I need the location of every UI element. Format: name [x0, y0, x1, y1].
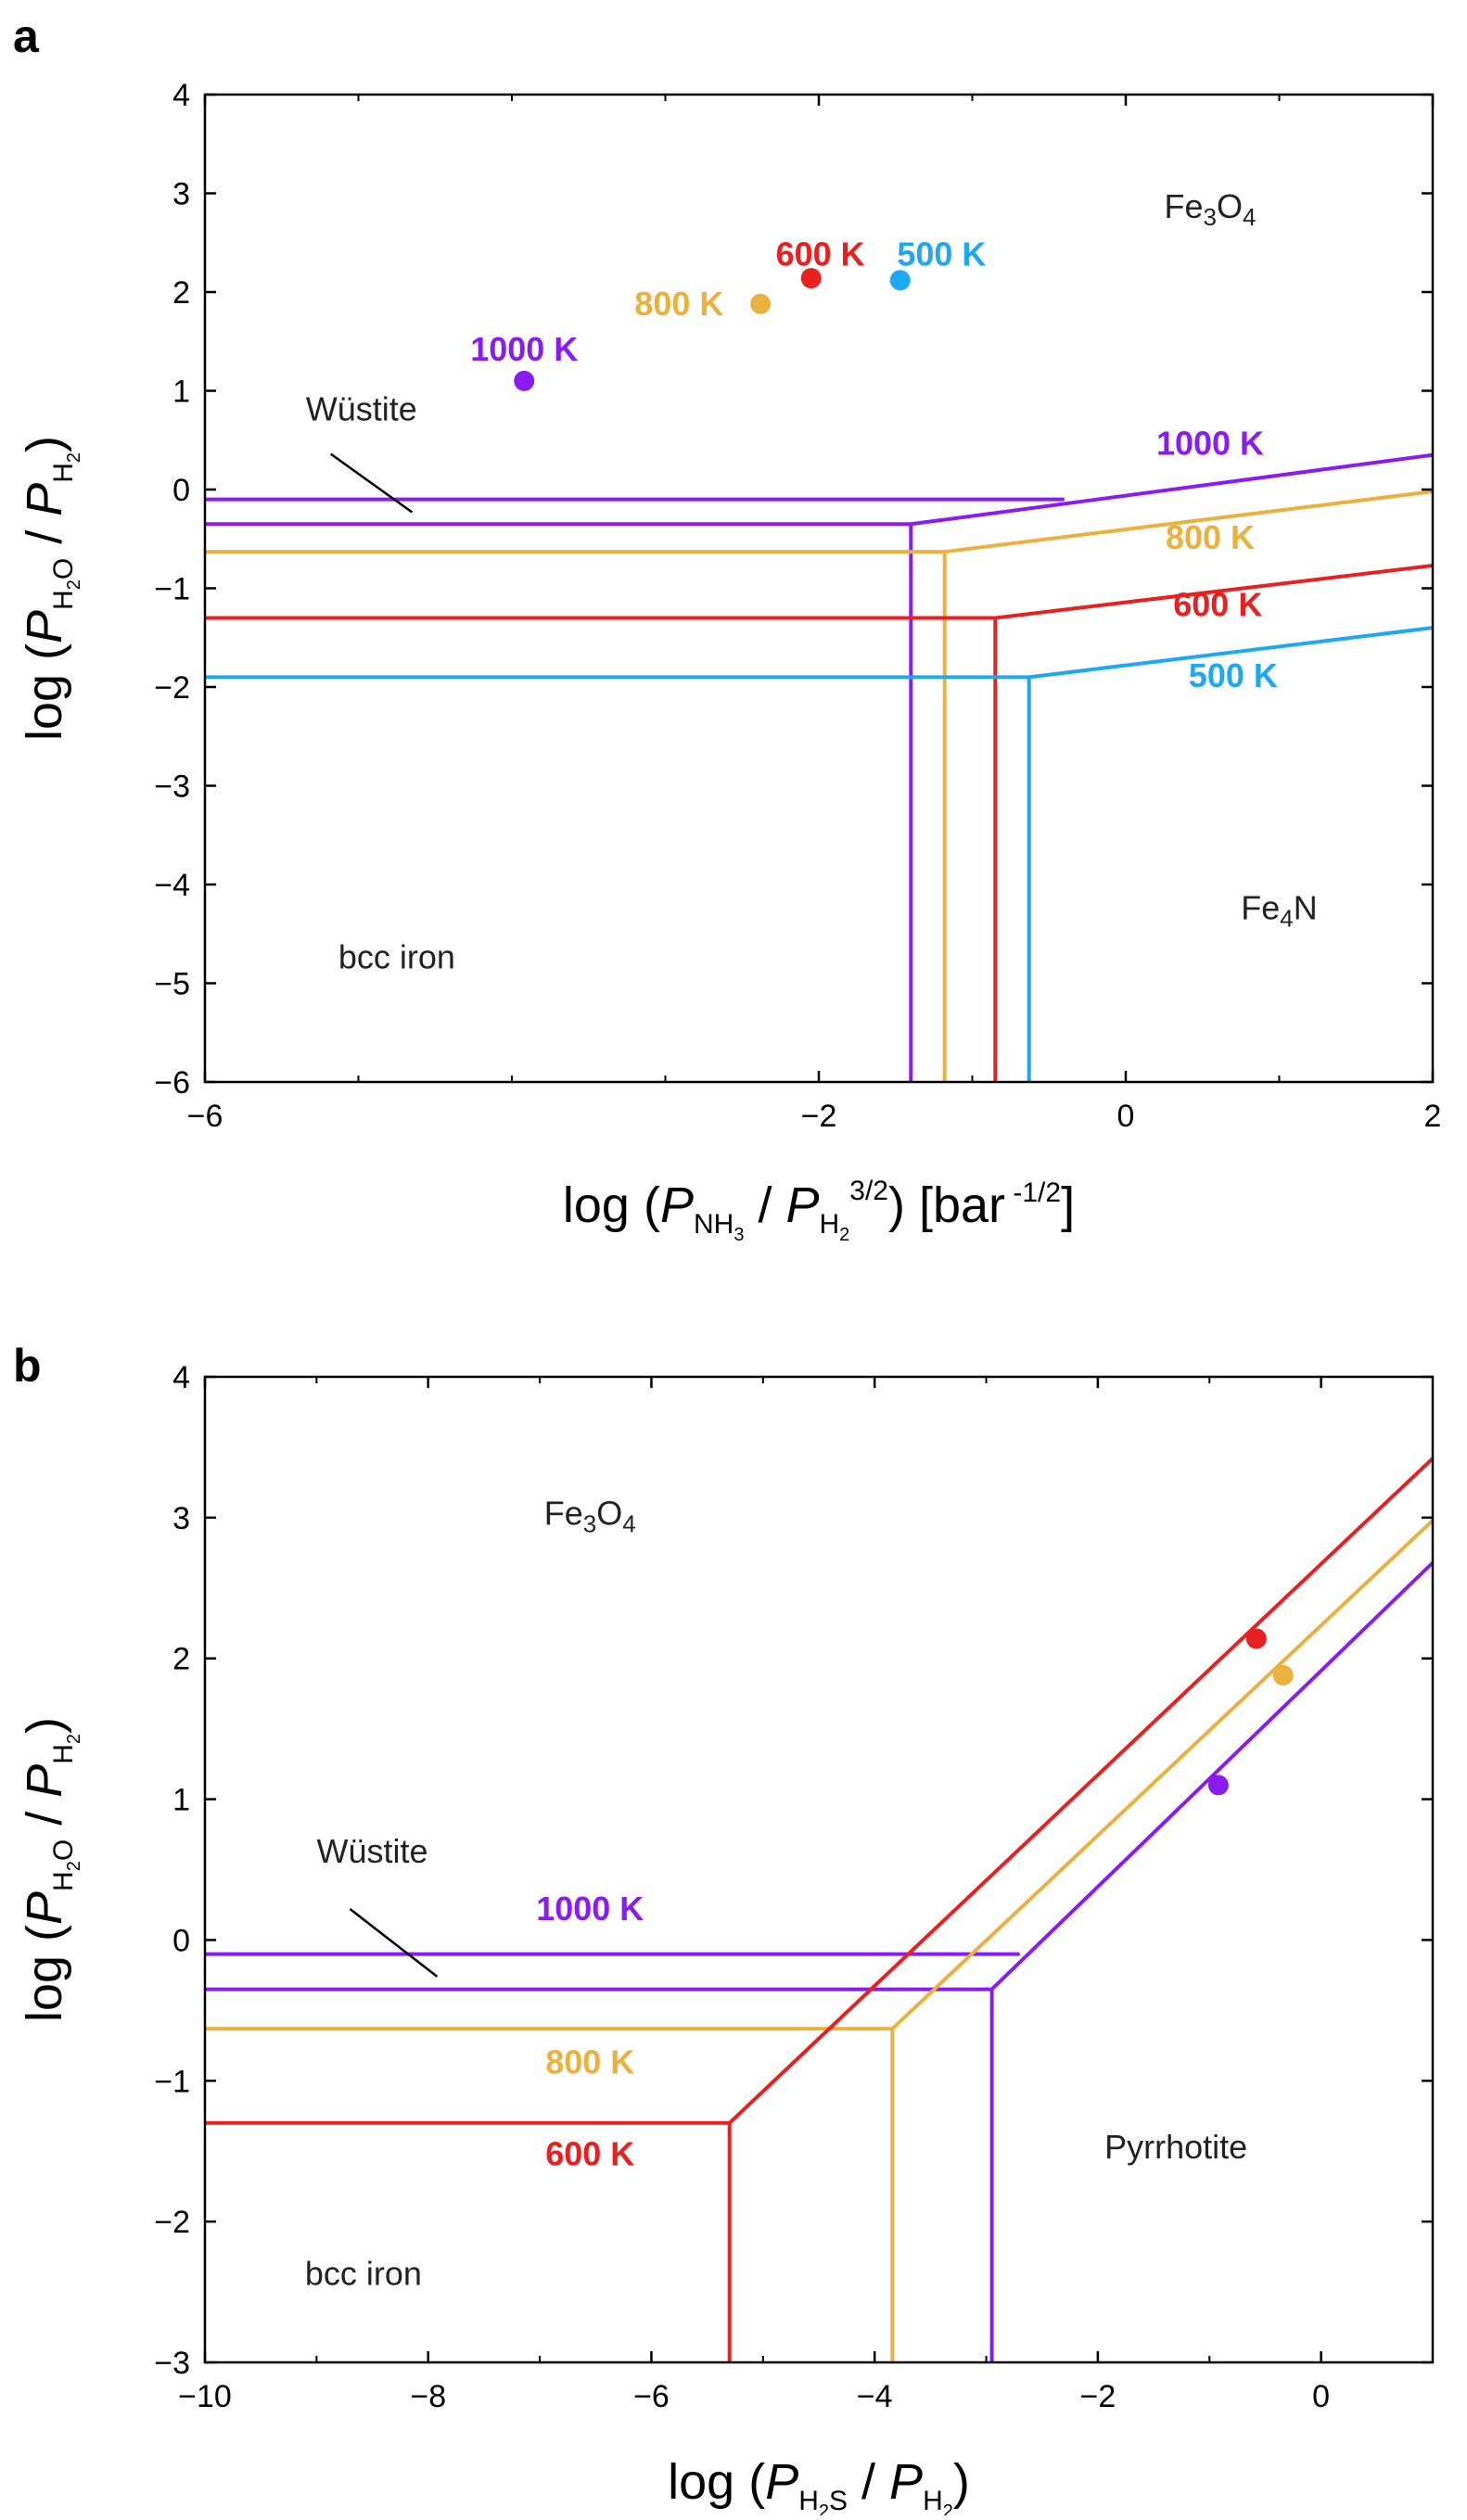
region-label-fe4n: Fe4N: [1241, 888, 1317, 932]
x-tick-label: −6: [187, 1099, 223, 1134]
x-tick-label: −2: [801, 1099, 837, 1134]
y-tick-label: 2: [172, 1642, 190, 1677]
x-axis: −10 −8 −6 −4 −2 0: [178, 1377, 1330, 2414]
y-tick-label: −2: [154, 2205, 190, 2240]
wustite-leader-line: [329, 452, 414, 514]
x-tick-label: −8: [410, 2379, 446, 2414]
region-label-pyrrhotite: Pyrrhotite: [1104, 2128, 1247, 2166]
series-600k: [205, 1457, 1433, 2362]
x-tick-label: −10: [178, 2379, 232, 2414]
x-axis: −6 −2 0 2: [187, 95, 1442, 1134]
phase-boundary-line: [727, 1457, 1433, 2362]
plot-area: [205, 1457, 1433, 2362]
data-point-600k: [1245, 1628, 1267, 1649]
axes-frame: [203, 1375, 1435, 2364]
y-tick-label: 0: [172, 1923, 190, 1958]
phase-boundary-line: [890, 1519, 1433, 2362]
wustite-label: Wüstite: [317, 1832, 428, 1870]
y-tick-label: 3: [172, 1501, 190, 1536]
y-tick-label: 1: [172, 1783, 190, 1818]
line-label-800k: 800 K: [1166, 518, 1255, 556]
chart-panel-a: a −6 −5 −4 −3 −2 −1 0 1 2 3 4 −6 −2 0 2 1000 K 800 K 600 K…: [13, 10, 1441, 1245]
region-label-bcc-iron: bcc iron: [338, 938, 455, 976]
y-tick-label: −5: [154, 967, 190, 1002]
y-tick-label: −3: [154, 770, 190, 805]
region-label-bcc-iron: bcc iron: [305, 2254, 422, 2292]
line-label-1000k: 1000 K: [1156, 425, 1264, 463]
panel-label: b: [13, 1340, 42, 1392]
data-point-800k: [1272, 1664, 1294, 1686]
series-600k: [205, 564, 1433, 1082]
data-point-800k: [750, 293, 772, 314]
phase-boundary-line: [942, 490, 1433, 1082]
point-label-500k: 500 K: [897, 235, 986, 274]
x-tick-label: 0: [1312, 2379, 1330, 2414]
y-tick-label: −1: [154, 2064, 190, 2099]
phase-boundary-line: [989, 1561, 1433, 2362]
series-800k: [205, 490, 1433, 1082]
y-tick-label: 0: [172, 473, 190, 508]
line-label-600k: 600 K: [545, 2134, 634, 2172]
series-1000k: [205, 1561, 1433, 2362]
y-tick-label: −6: [154, 1065, 190, 1101]
data-point-1000k: [1207, 1775, 1229, 1796]
y-tick-label: 4: [172, 78, 190, 113]
line-label-600k: 600 K: [1173, 585, 1262, 623]
x-axis-label: log (PNH3 / PH23/2) [bar -1/2]: [563, 1176, 1075, 1245]
y-tick-label: 3: [172, 177, 190, 212]
line-label-1000k: 1000 K: [536, 1890, 644, 1928]
y-tick-label: −4: [154, 868, 190, 903]
y-tick-label: −1: [154, 572, 190, 607]
data-point-600k: [800, 268, 822, 289]
point-label-800k: 800 K: [634, 285, 723, 323]
series-1000k: [205, 452, 1433, 1082]
wustite-leader-line: [349, 1908, 439, 1978]
x-tick-label: 0: [1117, 1099, 1135, 1134]
y-tick-label: 2: [172, 275, 190, 311]
line-label-500k: 500 K: [1189, 656, 1278, 694]
plot-area: [205, 452, 1433, 1082]
region-label-fe3o4: Fe3O4: [544, 1494, 636, 1537]
y-axis-label: log (PH2O / PH2): [17, 436, 84, 741]
point-label-600k: 600 K: [776, 235, 865, 274]
x-tick-label: −4: [857, 2379, 893, 2414]
y-axis: −6 −5 −4 −3 −2 −1 0 1 2 3 4: [154, 78, 1433, 1101]
x-tick-label: −6: [633, 2379, 670, 2414]
y-tick-label: −3: [154, 2346, 190, 2381]
data-point-1000k: [514, 370, 535, 391]
phase-boundary-line: [993, 564, 1433, 1082]
y-tick-label: −2: [154, 670, 190, 706]
data-point-500k: [889, 270, 911, 291]
y-axis-label: log (PH2O / PH2): [17, 1717, 84, 2022]
x-tick-label: −2: [1080, 2379, 1116, 2414]
region-label-fe3o4: Fe3O4: [1165, 187, 1257, 231]
panel-label: a: [13, 10, 40, 62]
phase-boundary-line: [909, 452, 1433, 1082]
series-800k: [205, 1519, 1433, 2362]
phase-boundary-line: [1027, 626, 1433, 1082]
x-axis-label: log (PH2S / PH2): [668, 2454, 970, 2515]
point-label-1000k: 1000 K: [470, 330, 578, 368]
line-label-800k: 800 K: [545, 2043, 634, 2081]
y-tick-label: 1: [172, 375, 190, 410]
y-axis: −3 −2 −1 0 1 2 3 4: [154, 1360, 1433, 2381]
series-500k: [205, 626, 1433, 1082]
x-tick-label: 2: [1424, 1099, 1442, 1134]
wustite-label: Wüstite: [306, 389, 417, 427]
y-tick-label: 4: [172, 1360, 190, 1395]
